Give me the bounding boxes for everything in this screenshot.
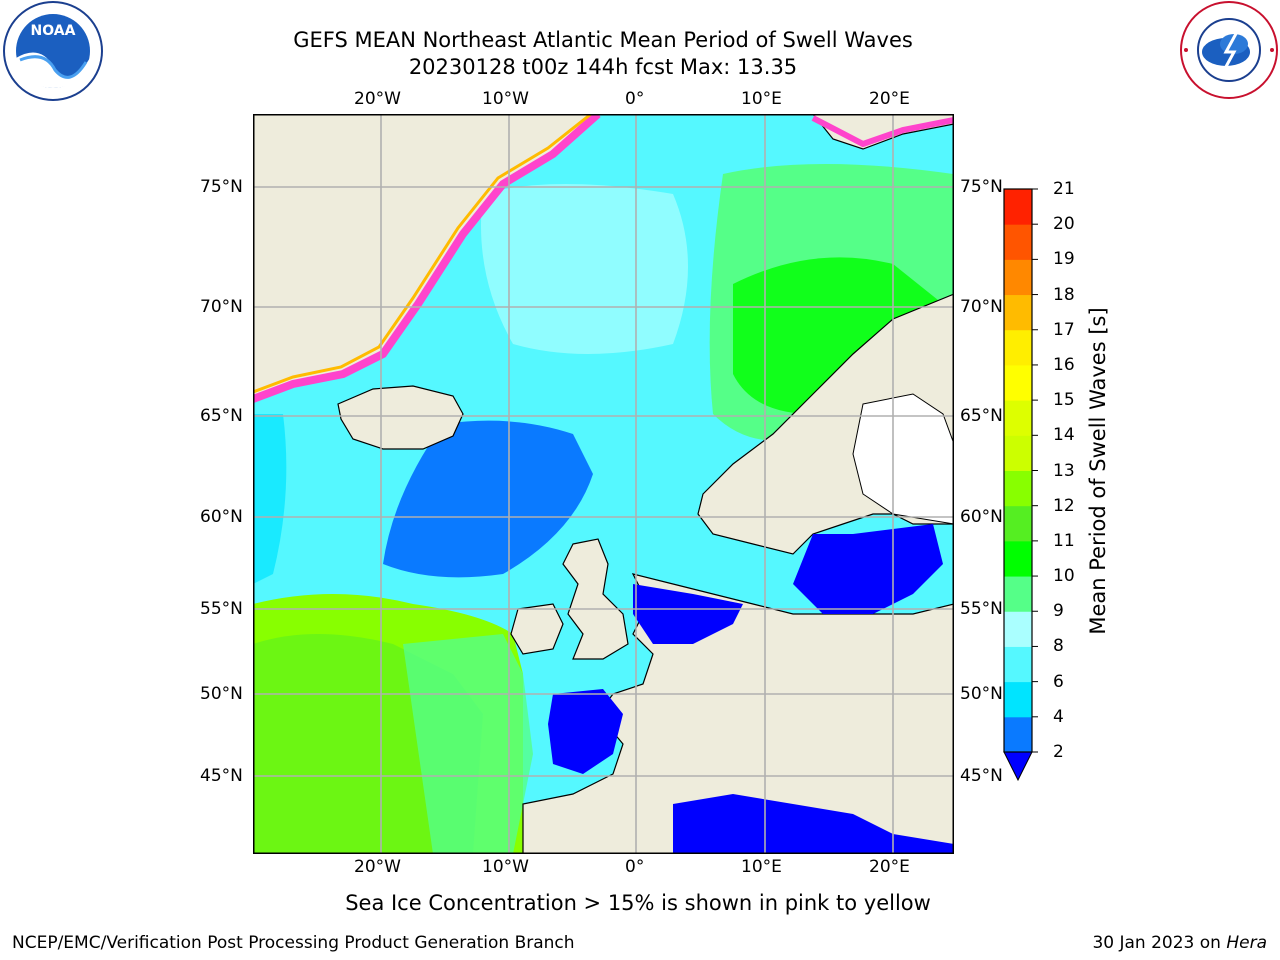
biscay-low [548,689,623,774]
colorbar-extend-arrow [1003,751,1033,782]
colorbar-tick-label: 12 [1053,495,1075,516]
footer-date: 30 Jan 2023 on Hera [1092,933,1267,953]
colorbar-segment [1004,576,1032,612]
lon-label-top: 20°W [354,89,401,109]
lat-label-left: 55°N [200,599,243,619]
mediterranean-low [673,794,954,854]
footer-host: Hera [1226,933,1267,953]
lat-label-left: 50°N [200,684,243,704]
colorbar-tick-label: 10 [1053,566,1075,587]
lat-label-right: 60°N [960,507,1003,527]
colorbar-tick-label: 20 [1053,214,1075,235]
colorbar-segment [1004,646,1032,683]
colorbar-segment [1004,435,1032,471]
swell-period-map [253,114,954,854]
sweden-interior-unfilled [852,393,954,525]
noaa-logo-text: NOAA [31,23,76,39]
sea-ice-note: Sea Ice Concentration > 15% is shown in … [345,891,931,915]
nws-logo-icon [1180,1,1278,99]
colorbar-segment [1004,364,1032,401]
lat-label-left: 75°N [200,177,243,197]
colorbar-tick-label: 19 [1053,249,1075,270]
lat-label-left: 70°N [200,297,243,317]
lat-label-left: 45°N [200,766,243,786]
field-north-light [481,184,688,354]
lat-label-right: 65°N [960,406,1003,426]
iceland-land [337,385,464,450]
colorbar-segment [1004,470,1032,507]
lon-label-bottom: 10°E [741,857,782,877]
north-sea-low [633,584,743,644]
baltic-low [793,524,943,614]
colorbar-segment [1004,400,1032,436]
colorbar-tick-label: 2 [1053,742,1064,762]
lat-label-left: 65°N [200,406,243,426]
chart-subtitle: 20230128 t00z 144h fcst Max: 13.35 [408,55,798,79]
field-norwegian-green [733,257,943,414]
colorbar-tick-label: 14 [1053,425,1075,446]
colorbar [1003,188,1038,782]
field-south-green [403,634,533,854]
footer-date-text: 30 Jan 2023 on [1092,933,1221,953]
colorbar-tick-label: 15 [1053,390,1075,411]
colorbar-segment [1004,189,1032,225]
lon-label-bottom: 20°E [869,857,910,877]
colorbar-segment [1004,716,1032,753]
colorbar-tick-label: 9 [1053,601,1064,622]
field-west-edge [253,414,287,584]
colorbar-segment [1004,224,1032,260]
lat-label-right: 55°N [960,599,1003,619]
lat-label-left: 60°N [200,507,243,527]
footer-credit: NCEP/EMC/Verification Post Processing Pr… [12,933,575,953]
colorbar-segment [1004,611,1032,647]
colorbar-tick-label: 21 [1053,179,1075,199]
europe-land [522,573,954,854]
colorbar-segment [1004,329,1032,366]
lat-label-right: 50°N [960,684,1003,704]
lon-label-bottom: 10°W [482,857,529,877]
lon-label-top: 10°W [482,89,529,109]
ireland-land [510,603,564,655]
lon-label-top: 0° [625,89,645,109]
svalbard-land [812,114,954,150]
colorbar-tick-label: 17 [1053,319,1075,340]
lon-label-top: 20°E [869,89,910,109]
lon-label-top: 10°E [741,89,782,109]
chart-title: GEFS MEAN Northeast Atlantic Mean Period… [293,28,913,52]
lon-label-bottom: 0° [625,857,645,877]
colorbar-segment [1004,540,1032,577]
svalbard-ice-edge [811,115,954,148]
lat-label-right: 45°N [960,766,1003,786]
lat-label-right: 75°N [960,177,1003,197]
colorbar-tick-label: 4 [1053,706,1064,727]
graticule [253,114,954,854]
sea-ice-edge-yellow [253,114,592,394]
colorbar-tick-label: 6 [1053,671,1064,692]
colorbar-tick-label: 11 [1053,530,1075,551]
colorbar-tick-label: 13 [1053,460,1075,481]
colorbar-tick-label: 8 [1053,636,1064,657]
colorbar-segment [1004,505,1032,542]
lat-label-right: 70°N [960,297,1003,317]
colorbar-tick-label: 18 [1053,284,1075,305]
noaa-logo-icon: NOAA [3,1,103,101]
colorbar-segment [1004,681,1032,718]
colorbar-segment [1004,294,1032,331]
field-atlantic-low [383,420,593,578]
sea-ice-edge [253,114,601,403]
colorbar-title: Mean Period of Swell Waves [s] [1086,307,1110,635]
lon-label-bottom: 20°W [354,857,401,877]
colorbar-tick-label: 16 [1053,354,1075,375]
colorbar-segment [1004,259,1032,296]
britain-land [562,538,629,660]
